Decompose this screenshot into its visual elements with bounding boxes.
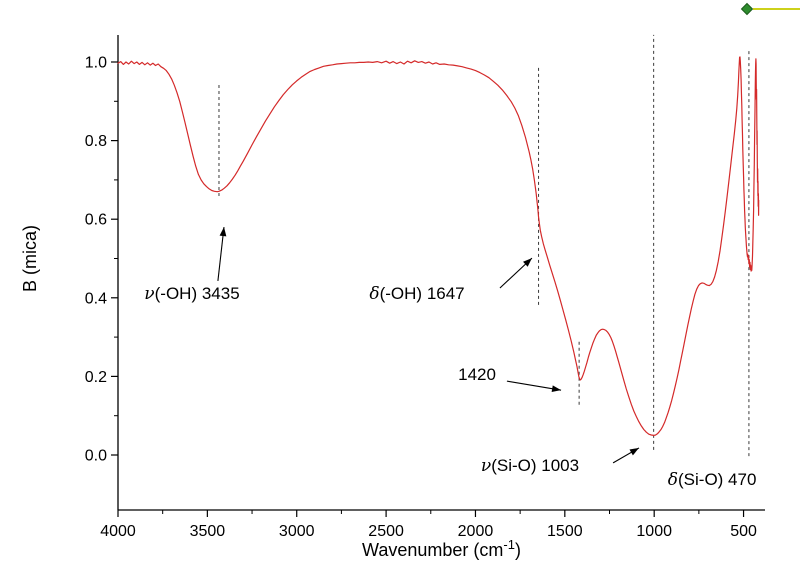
peak-annotation-label: δ(-OH) 1647 [369,284,464,304]
peak-annotation-label: ν(Si-O) 1003 [481,456,579,476]
peak-annotation-label: ν(-OH) 3435 [144,284,239,304]
greek-symbol: ν [481,456,491,476]
peak-annotation-label: δ(Si-O) 470 [668,470,757,490]
x-tick-label: 500 [730,523,757,540]
superscript: -1 [503,537,515,552]
annotation-arrow [506,380,562,391]
x-tick-label: 4000 [100,523,136,540]
x-tick-label: 1000 [636,523,672,540]
annotation-arrowhead [523,258,532,267]
y-tick-label: 1.0 [85,55,107,72]
y-tick-label: 0.2 [85,369,107,386]
x-axis-label: Wavenumber (cm-1) [362,537,521,560]
y-axis-label: B (mica) [20,225,40,292]
annotation-arrowhead [551,385,562,393]
x-tick-label: 1500 [547,523,583,540]
y-tick-label: 0.4 [85,290,107,307]
x-tick-label: 3500 [190,523,226,540]
spectrum-line [117,56,760,436]
x-tick-label: 2500 [368,523,404,540]
greek-symbol: δ [369,284,379,304]
annotation-arrow [217,226,225,281]
annotation-arrowhead [219,227,227,237]
selection-diamond-icon [740,2,754,16]
x-tick-label: 2000 [458,523,494,540]
greek-symbol: δ [668,470,678,490]
annotation-arrowhead [629,447,639,456]
y-tick-label: 0.0 [85,448,107,465]
x-tick-label: 3000 [279,523,315,540]
y-tick-label: 0.8 [85,133,107,150]
peak-annotation-label: 1420 [458,365,496,384]
greek-symbol: ν [144,284,154,304]
y-tick-label: 0.6 [85,212,107,229]
